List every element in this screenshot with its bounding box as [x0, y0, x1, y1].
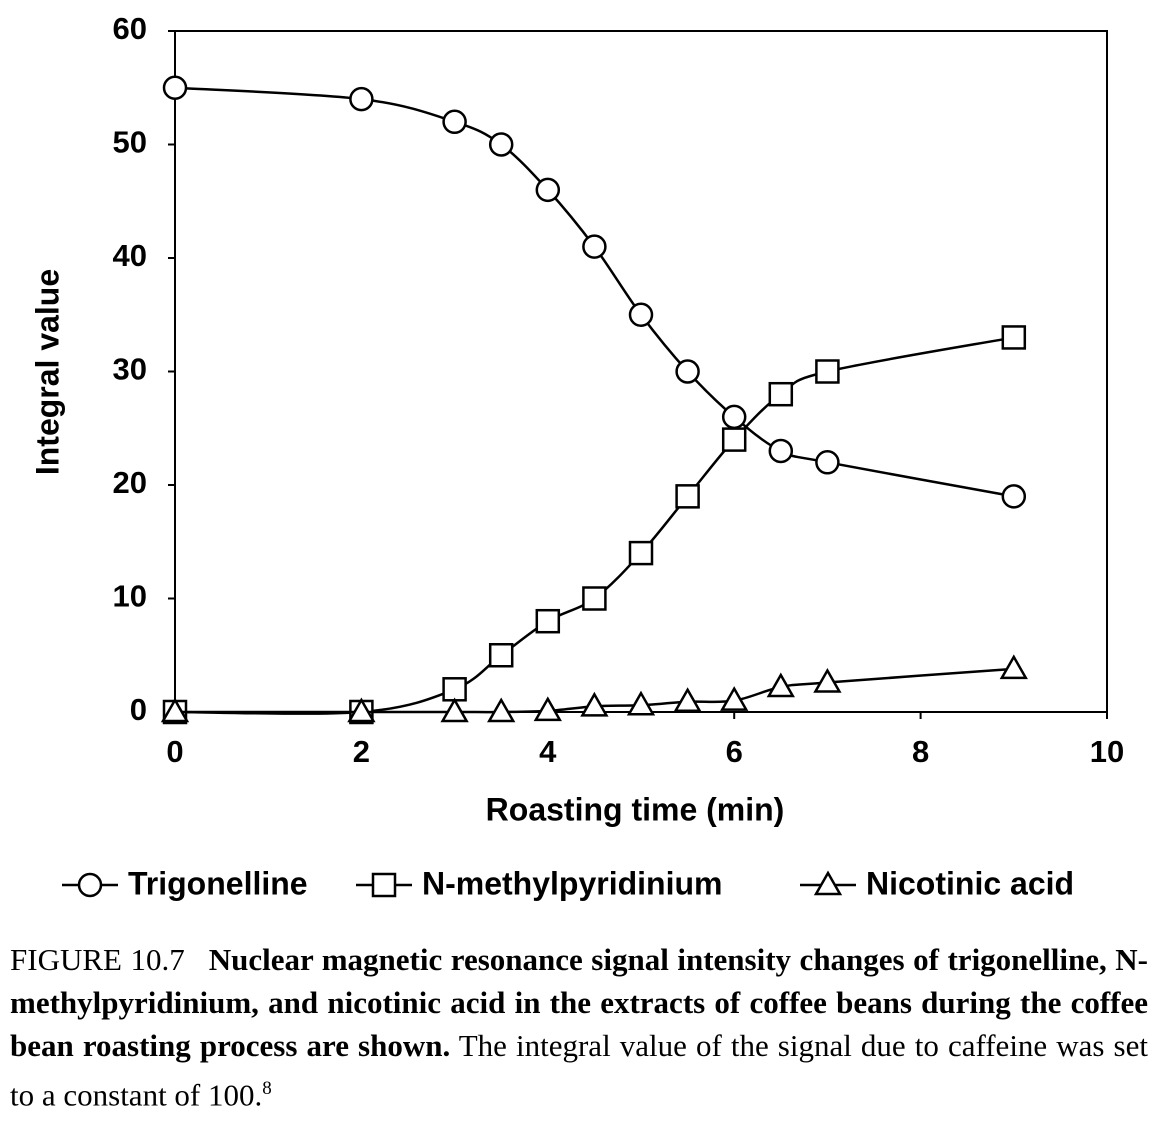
data-point: [673, 687, 702, 713]
y-tick-label: 20: [113, 465, 147, 500]
y-tick-label: 0: [130, 692, 147, 727]
data-point: [999, 654, 1028, 680]
plot-frame: [174, 30, 1108, 713]
y-tick-label: 30: [113, 352, 147, 387]
caption-text: The integral value of the signal due to …: [10, 1028, 1148, 1113]
legend-marker: [77, 872, 103, 898]
data-point: [488, 643, 514, 668]
series-line: [175, 667, 1014, 714]
x-tick-label: 4: [539, 734, 557, 769]
legend-label: N-methylpyridinium: [422, 865, 722, 901]
legend-label: Trigonelline: [128, 865, 308, 901]
data-point: [720, 686, 749, 711]
y-tick-label: 10: [113, 579, 147, 614]
chart: Roasting time (min) Integral value 01020…: [29, 11, 1124, 901]
y-tick-label: 40: [113, 238, 147, 273]
data-point: [675, 359, 700, 384]
series-line: [174, 336, 1015, 715]
data-point: [582, 586, 607, 611]
legend-marker: [371, 872, 397, 898]
y-axis-label: Integral value: [29, 269, 65, 475]
data-point: [721, 404, 747, 430]
y-tick-label: 50: [113, 125, 147, 160]
data-point: [349, 86, 374, 112]
x-tick-label: 10: [1090, 734, 1124, 769]
series-line: [174, 86, 1015, 498]
data-point: [815, 359, 840, 384]
legend-marker: [813, 870, 843, 896]
data-point: [766, 672, 795, 698]
y-tick-label: 60: [113, 11, 147, 46]
data-point: [442, 109, 467, 135]
data-point: [1001, 325, 1027, 350]
data-point: [721, 427, 747, 452]
data-point: [535, 608, 561, 634]
data-point: [628, 540, 654, 566]
x-axis-label: Roasting time (min): [486, 791, 785, 827]
caption-bold: Nuclear magnetic resonance signal intens…: [10, 942, 1149, 1063]
caption-reference: 8: [262, 1078, 272, 1099]
data-point: [815, 450, 840, 475]
data-point: [162, 75, 188, 100]
data-point: [768, 438, 794, 464]
x-tick-label: 0: [166, 734, 183, 769]
data-point: [768, 381, 794, 407]
data-point: [488, 132, 514, 157]
data-point: [580, 691, 609, 717]
data-point: [487, 697, 516, 723]
data-point: [813, 667, 842, 693]
data-point: [675, 484, 700, 509]
x-tick-label: 2: [353, 734, 370, 769]
data-point: [628, 302, 654, 327]
x-tick-label: 8: [912, 734, 929, 769]
caption: FIGURE 10.7 Nuclear magnetic resonance si…: [10, 938, 1148, 1116]
x-tick-label: 6: [726, 734, 743, 769]
data-point: [626, 690, 656, 716]
data-point: [533, 696, 562, 722]
data-point: [535, 177, 561, 203]
data-point: [442, 677, 467, 702]
legend-label: Nicotinic acid: [866, 865, 1074, 901]
data-point: [347, 697, 376, 723]
data-point: [160, 697, 190, 723]
data-point: [582, 234, 607, 259]
caption-label: FIGURE 10.7: [10, 942, 185, 977]
data-point: [440, 697, 469, 723]
data-point: [1001, 484, 1027, 509]
